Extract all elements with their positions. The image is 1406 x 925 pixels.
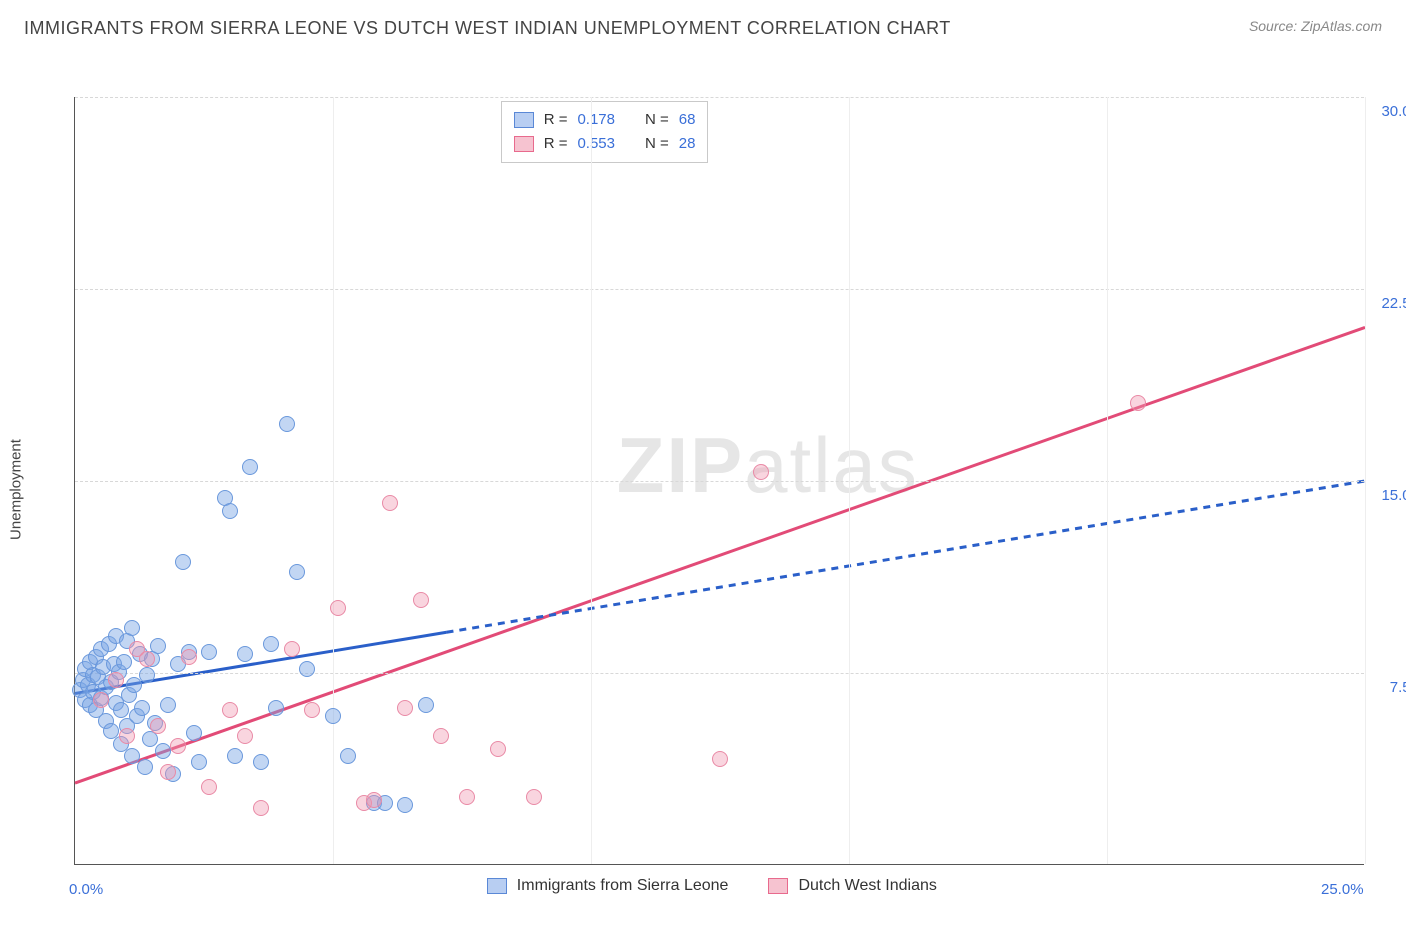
scatter-point [160, 697, 176, 713]
watermark: ZIPatlas [617, 420, 919, 511]
legend-stats-row: R = 0.178 N = 68 [514, 108, 696, 132]
legend-n-label: N = [645, 108, 669, 132]
legend-r-label: R = [544, 132, 568, 156]
legend-r-value: 0.553 [577, 132, 615, 156]
scatter-point [397, 797, 413, 813]
trend-line [447, 481, 1365, 632]
scatter-point [139, 651, 155, 667]
scatter-point [289, 564, 305, 580]
scatter-point [186, 725, 202, 741]
scatter-point [119, 728, 135, 744]
scatter-point [242, 459, 258, 475]
legend-n-value: 28 [679, 132, 696, 156]
scatter-point [397, 700, 413, 716]
grid-line-v [333, 97, 334, 864]
scatter-point [253, 754, 269, 770]
plot-wrap: Unemployment ZIPatlas R =0.178N =68R =0.… [24, 47, 1382, 925]
y-axis-label: Unemployment [8, 439, 25, 540]
grid-line-h [75, 97, 1364, 98]
scatter-point [433, 728, 449, 744]
header: IMMIGRANTS FROM SIERRA LEONE VS DUTCH WE… [0, 0, 1406, 47]
scatter-point [279, 416, 295, 432]
legend-r-value: 0.178 [577, 108, 615, 132]
scatter-point [139, 667, 155, 683]
scatter-point [222, 503, 238, 519]
scatter-point [108, 672, 124, 688]
scatter-point [304, 702, 320, 718]
scatter-point [137, 759, 153, 775]
legend-bottom-item: Immigrants from Sierra Leone [487, 877, 729, 895]
chart-container: IMMIGRANTS FROM SIERRA LEONE VS DUTCH WE… [0, 0, 1406, 892]
scatter-point [201, 779, 217, 795]
scatter-point [459, 789, 475, 805]
scatter-point [753, 464, 769, 480]
scatter-point [1130, 395, 1146, 411]
scatter-point [263, 636, 279, 652]
y-tick-label: 22.5% [1381, 295, 1406, 312]
plot-area: ZIPatlas R =0.178N =68R =0.553N =28 7.5%… [74, 97, 1364, 865]
legend-n-label: N = [645, 132, 669, 156]
legend-series-label: Dutch West Indians [798, 877, 936, 895]
grid-line-v [849, 97, 850, 864]
scatter-point [113, 702, 129, 718]
legend-series-label: Immigrants from Sierra Leone [517, 877, 729, 895]
scatter-point [418, 697, 434, 713]
scatter-point [181, 649, 197, 665]
y-tick-label: 7.5% [1390, 679, 1406, 696]
y-tick-label: 30.0% [1381, 103, 1406, 120]
scatter-point [237, 646, 253, 662]
scatter-point [526, 789, 542, 805]
legend-bottom-item: Dutch West Indians [768, 877, 936, 895]
scatter-point [170, 738, 186, 754]
grid-line-v [1365, 97, 1366, 864]
source-attribution: Source: ZipAtlas.com [1249, 18, 1382, 34]
scatter-point [299, 661, 315, 677]
grid-line-h [75, 673, 1364, 674]
trend-line [75, 327, 1365, 783]
scatter-point [175, 554, 191, 570]
y-tick-label: 15.0% [1381, 487, 1406, 504]
x-tick-label: 25.0% [1321, 881, 1364, 898]
scatter-point [116, 654, 132, 670]
legend-bottom: Immigrants from Sierra Leone Dutch West I… [487, 877, 937, 895]
legend-n-value: 68 [679, 108, 696, 132]
scatter-point [490, 741, 506, 757]
scatter-point [150, 718, 166, 734]
scatter-point [201, 644, 217, 660]
grid-line-h [75, 481, 1364, 482]
scatter-point [366, 792, 382, 808]
watermark-b: atlas [744, 421, 919, 509]
scatter-point [160, 764, 176, 780]
scatter-point [253, 800, 269, 816]
scatter-point [222, 702, 238, 718]
scatter-point [134, 700, 150, 716]
x-tick-label: 0.0% [69, 881, 103, 898]
chart-title: IMMIGRANTS FROM SIERRA LEONE VS DUTCH WE… [24, 18, 951, 39]
scatter-point [227, 748, 243, 764]
scatter-point [191, 754, 207, 770]
scatter-point [330, 600, 346, 616]
scatter-point [155, 743, 171, 759]
scatter-point [284, 641, 300, 657]
scatter-point [268, 700, 284, 716]
grid-line-v [1107, 97, 1108, 864]
watermark-a: ZIP [617, 421, 744, 509]
scatter-point [382, 495, 398, 511]
legend-swatch [514, 112, 534, 128]
legend-stats-row: R = 0.553 N = 28 [514, 132, 696, 156]
legend-stats-box: R = 0.178 N = 68 R = 0.553 N = 28 [501, 101, 709, 163]
scatter-point [340, 748, 356, 764]
legend-swatch [514, 136, 534, 152]
scatter-point [712, 751, 728, 767]
scatter-point [237, 728, 253, 744]
scatter-point [93, 692, 109, 708]
grid-line-h [75, 289, 1364, 290]
legend-r-label: R = [544, 108, 568, 132]
scatter-point [413, 592, 429, 608]
grid-line-v [591, 97, 592, 864]
scatter-point [325, 708, 341, 724]
scatter-point [124, 620, 140, 636]
